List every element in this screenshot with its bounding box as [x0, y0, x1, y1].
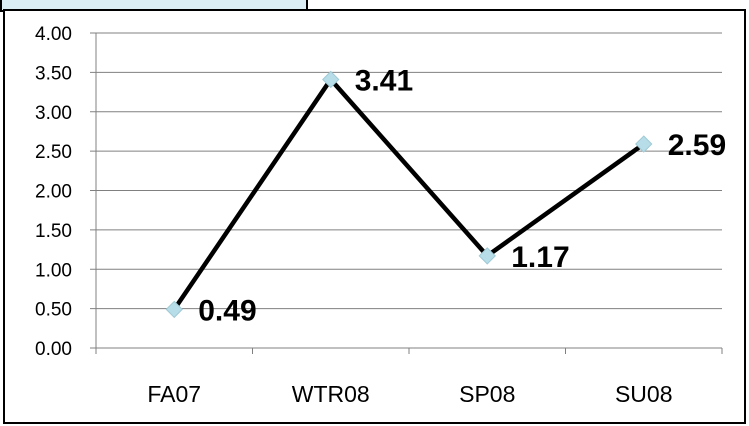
x-tick-label: SU08 — [615, 381, 673, 407]
y-tick-label: 1.00 — [35, 260, 72, 281]
data-label: 2.59 — [668, 129, 726, 162]
data-point-marker — [165, 300, 183, 319]
y-tick-label: 2.00 — [35, 182, 72, 203]
y-tick-label: 3.00 — [35, 103, 72, 124]
data-point-marker — [322, 70, 340, 89]
data-markers — [165, 70, 653, 319]
y-tick-label: 2.50 — [35, 142, 72, 163]
data-point-marker — [635, 135, 653, 153]
data-point-marker — [478, 247, 496, 265]
data-labels: 0.49 3.41 1.17 2.59 — [198, 64, 726, 327]
x-tick-label: SP08 — [459, 381, 515, 407]
series-line-path — [172, 75, 646, 311]
chart-frame — [3, 9, 746, 424]
data-label: 3.41 — [355, 64, 413, 97]
gridlines — [96, 32, 722, 310]
y-tick-label: 3.50 — [35, 63, 72, 84]
y-tick-label: 1.50 — [35, 221, 72, 242]
y-axis-tick-labels: 0.00 0.50 1.00 1.50 2.00 2.50 3.00 3.50 4.00 — [35, 24, 72, 360]
data-label: 0.49 — [198, 294, 256, 327]
x-tick-label: WTR08 — [292, 381, 370, 407]
x-tick-label: FA07 — [147, 381, 201, 407]
x-axis-tick-labels: FA07 WTR08 SP08 SU08 — [147, 381, 672, 407]
data-label: 1.17 — [511, 241, 569, 274]
y-tick-label: 4.00 — [35, 24, 72, 45]
series-line — [172, 75, 646, 311]
axes — [90, 32, 723, 354]
y-tick-label: 0.00 — [35, 339, 72, 360]
y-tick-label: 0.50 — [35, 300, 72, 321]
